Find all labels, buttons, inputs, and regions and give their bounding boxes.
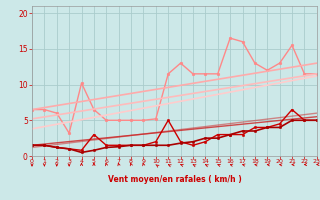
X-axis label: Vent moyen/en rafales ( km/h ): Vent moyen/en rafales ( km/h )	[108, 175, 241, 184]
